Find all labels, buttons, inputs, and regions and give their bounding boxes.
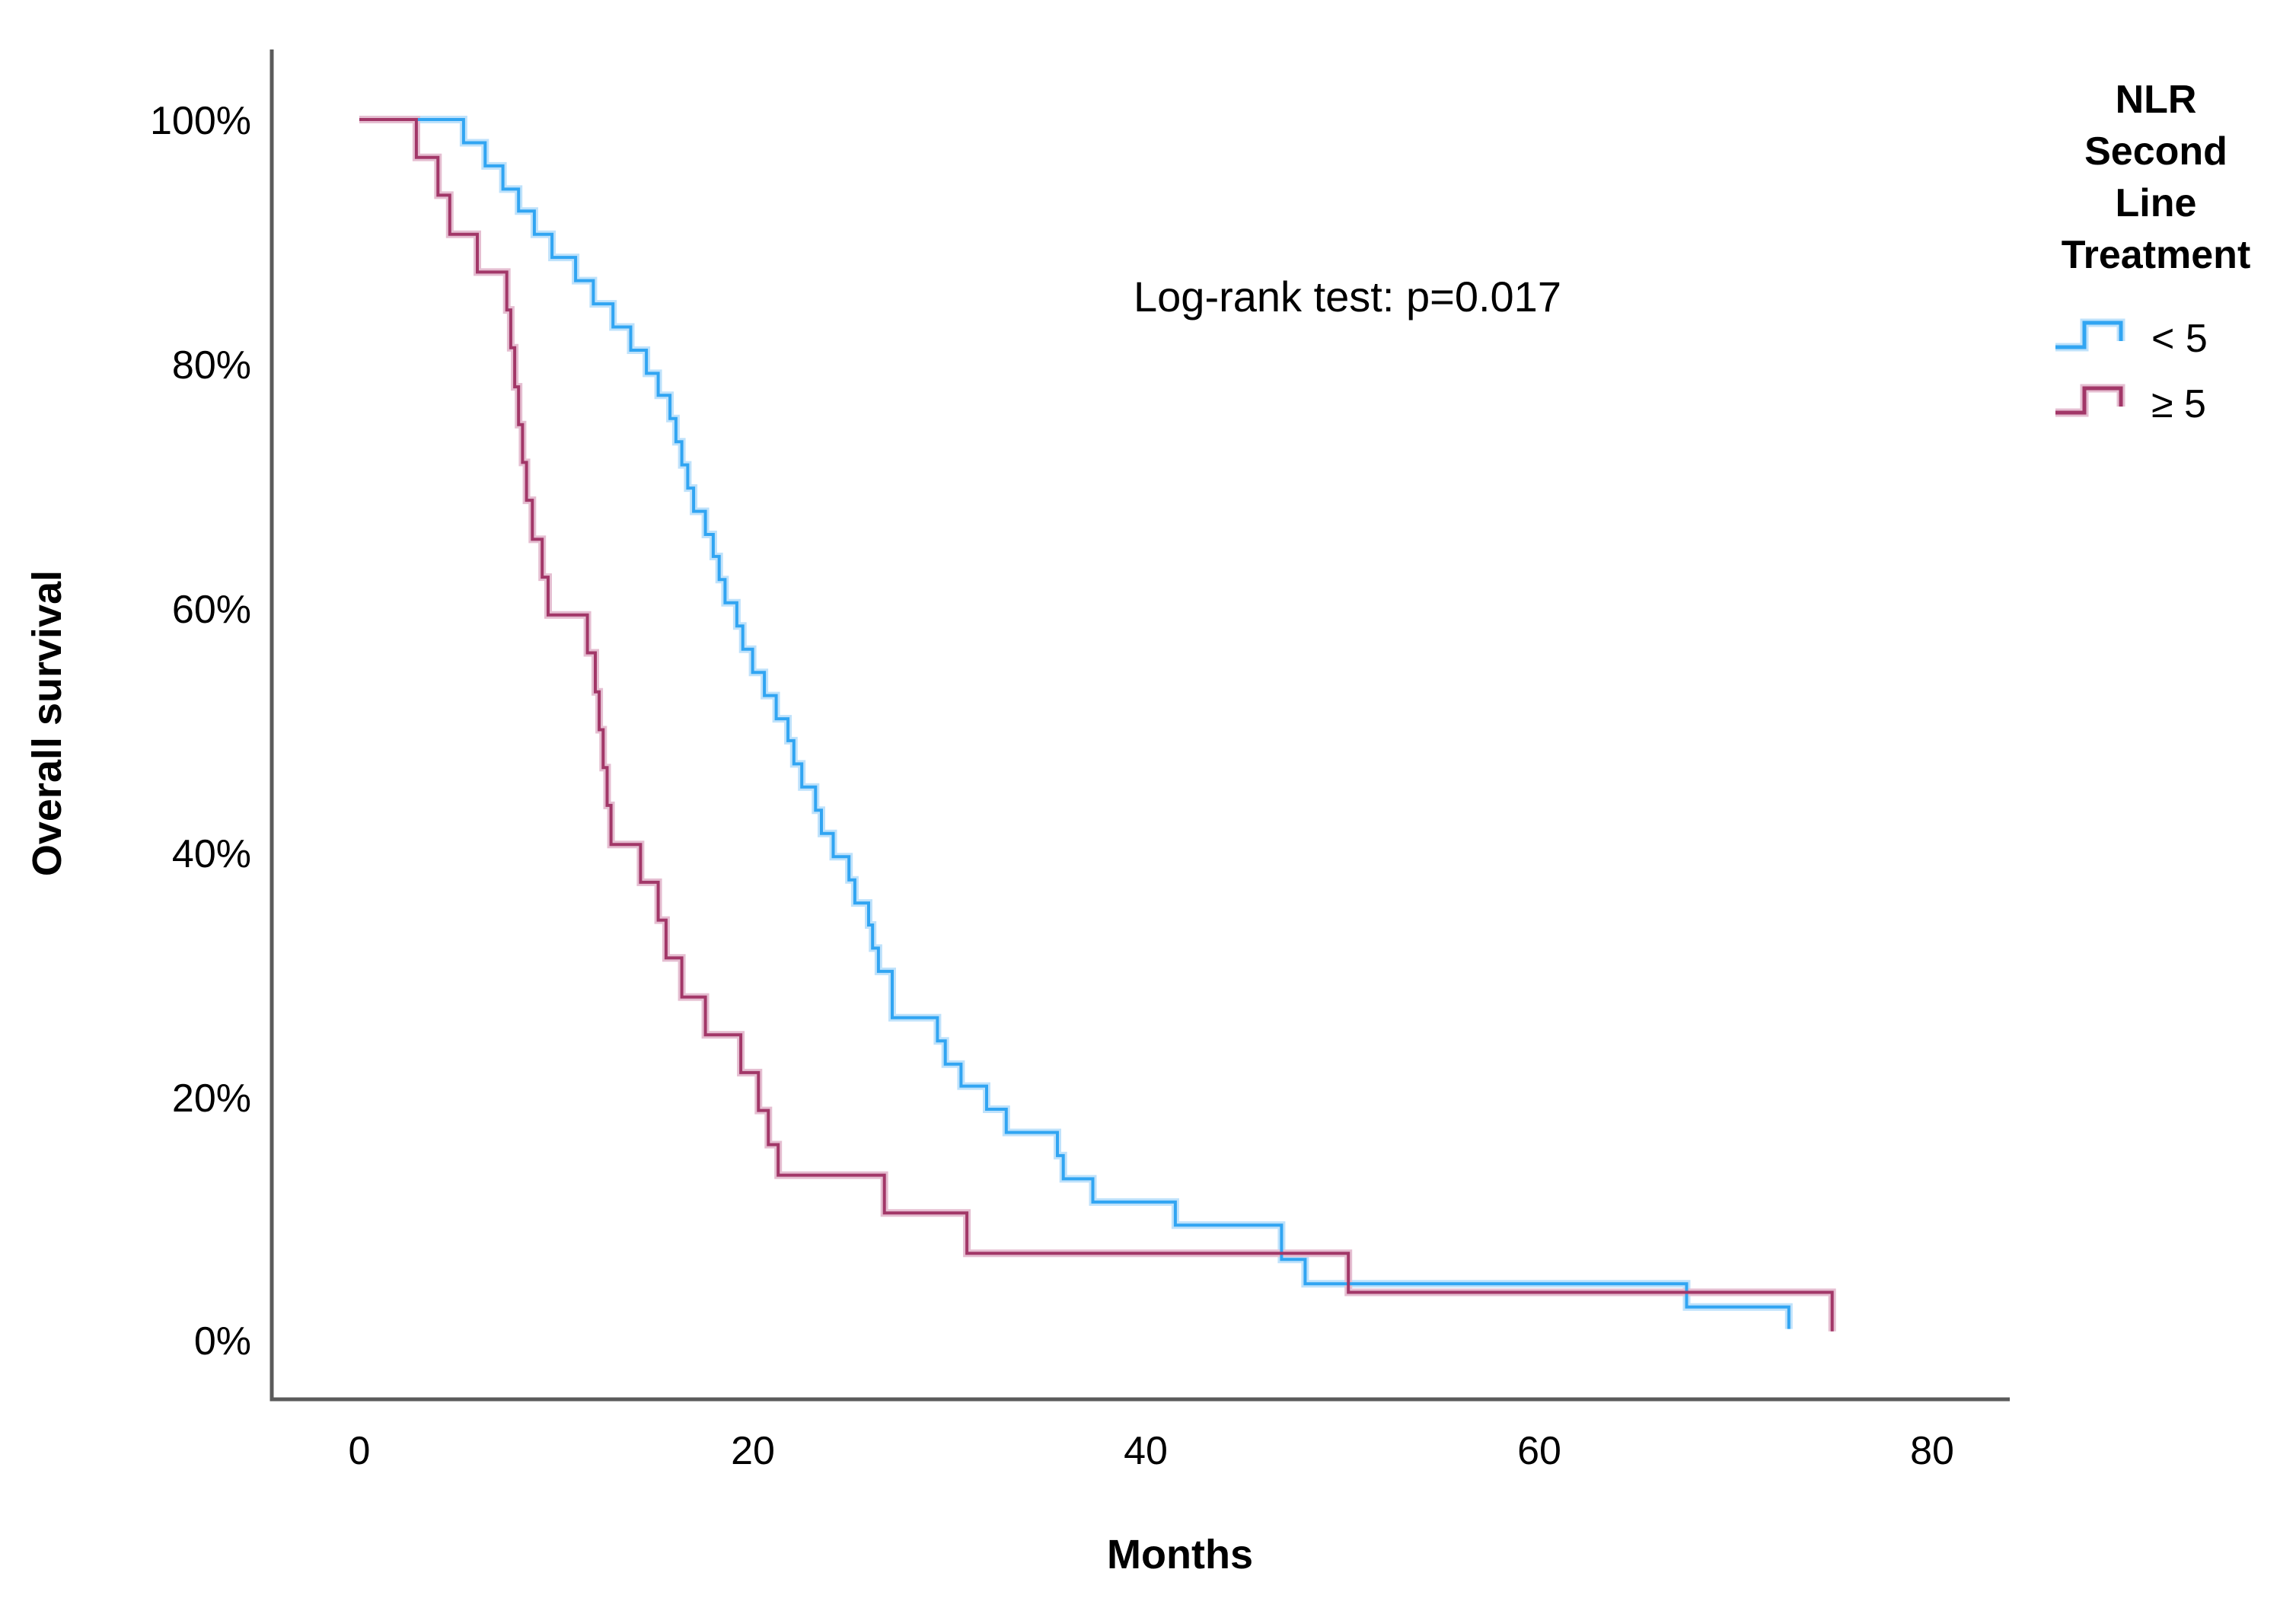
- curve-ge5: [359, 118, 1834, 1332]
- x-tick-40: 40: [1124, 1429, 1168, 1473]
- legend-title-line-1: NLR: [2115, 78, 2197, 122]
- x-tick-60: 60: [1517, 1429, 1561, 1473]
- y-tick-80: 80%: [171, 343, 251, 388]
- x-tick-0: 0: [348, 1429, 371, 1473]
- x-axis-title: Months: [1107, 1532, 1253, 1577]
- curve-lt5: [359, 118, 1791, 1329]
- x-tick-80: 80: [1910, 1429, 1954, 1473]
- y-tick-0: 0%: [193, 1319, 251, 1364]
- y-tick-20: 20%: [171, 1076, 251, 1121]
- x-tick-20: 20: [731, 1429, 775, 1473]
- axes: [269, 49, 2010, 1402]
- legend-title-line-2: Second: [2084, 129, 2227, 174]
- legend-label-lt5: < 5: [2151, 317, 2208, 361]
- y-tick-60: 60%: [171, 588, 251, 632]
- legend-step-icon-ge5: [2055, 384, 2125, 417]
- y-tick-40: 40%: [171, 832, 251, 876]
- y-axis-title: Overall survival: [24, 569, 70, 877]
- legend-step-icon-lt5: [2055, 318, 2125, 352]
- legend-label-ge5: ≥ 5: [2151, 382, 2206, 426]
- legend-title-line-3: Line: [2115, 181, 2197, 225]
- y-tick-100: 100%: [150, 99, 251, 143]
- survival-curves: [359, 116, 1836, 1332]
- legend-title-line-4: Treatment: [2061, 233, 2251, 277]
- log-rank-annotation: Log-rank test: p=0.017: [1134, 273, 1561, 321]
